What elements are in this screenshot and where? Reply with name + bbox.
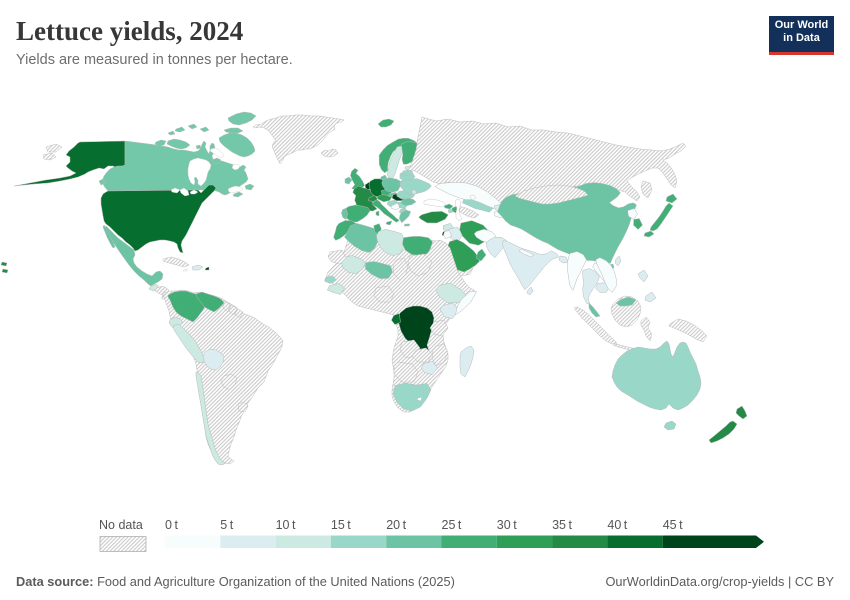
svg-text:0 t: 0 t (165, 518, 178, 532)
svg-text:35 t: 35 t (552, 518, 572, 532)
svg-text:15 t: 15 t (331, 518, 351, 532)
svg-text:45 t: 45 t (663, 518, 683, 532)
svg-text:10 t: 10 t (276, 518, 296, 532)
svg-text:5 t: 5 t (220, 518, 233, 532)
svg-text:20 t: 20 t (386, 518, 406, 532)
svg-text:30 t: 30 t (497, 518, 517, 532)
svg-text:40 t: 40 t (607, 518, 627, 532)
svg-text:25 t: 25 t (442, 518, 462, 532)
svg-text:No data: No data (99, 518, 143, 532)
